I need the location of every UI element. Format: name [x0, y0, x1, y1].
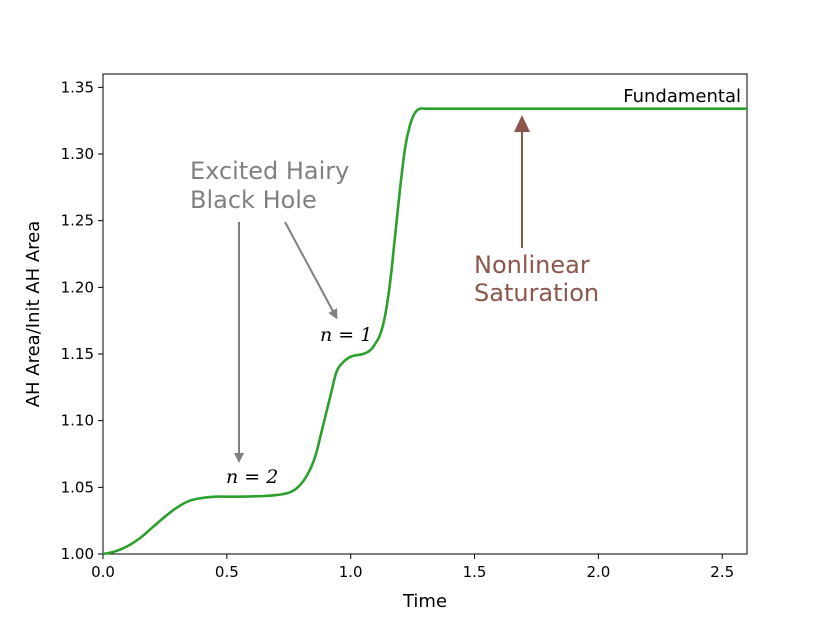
nonlinear-label-line1: Nonlinear	[474, 251, 590, 279]
y-tick-label: 1.00	[61, 545, 94, 563]
arrow-to-saturation	[514, 115, 530, 248]
n1-label: n = 1	[320, 324, 372, 346]
x-tick-label: 2.0	[586, 563, 610, 581]
y-axis: 1.00 1.05 1.10 1.15 1.20 1.25 1.30 1.35	[61, 78, 103, 563]
y-tick-label: 1.25	[61, 212, 94, 230]
n2-label: n = 2	[226, 466, 278, 488]
x-tick-label: 0.5	[215, 563, 239, 581]
x-axis-label: Time	[402, 591, 447, 612]
y-tick-label: 1.20	[61, 278, 94, 296]
y-tick-label: 1.30	[61, 145, 94, 163]
x-tick-label: 0.0	[91, 563, 115, 581]
excited-label-line1: Excited Hairy	[190, 157, 349, 185]
y-tick-label: 1.10	[61, 412, 94, 430]
series-line-fundamental	[102, 107, 747, 556]
y-axis-label: AH Area/Init AH Area	[23, 221, 44, 408]
x-tick-label: 1.0	[339, 563, 363, 581]
x-tick-label: 1.5	[463, 563, 487, 581]
y-tick-label: 1.15	[61, 345, 94, 363]
x-tick-label: 2.5	[710, 563, 734, 581]
y-tick-label: 1.35	[61, 78, 94, 96]
arrow-to-n1	[284, 221, 338, 320]
x-axis: 0.0 0.5 1.0 1.5 2.0 2.5	[91, 554, 734, 581]
series-layer	[102, 107, 747, 556]
nonlinear-label-line2: Saturation	[474, 279, 599, 307]
plot-area	[102, 73, 748, 555]
excited-label-line2: Black Hole	[190, 186, 317, 214]
y-tick-label: 1.05	[61, 478, 94, 496]
fundamental-label: Fundamental	[623, 86, 741, 107]
